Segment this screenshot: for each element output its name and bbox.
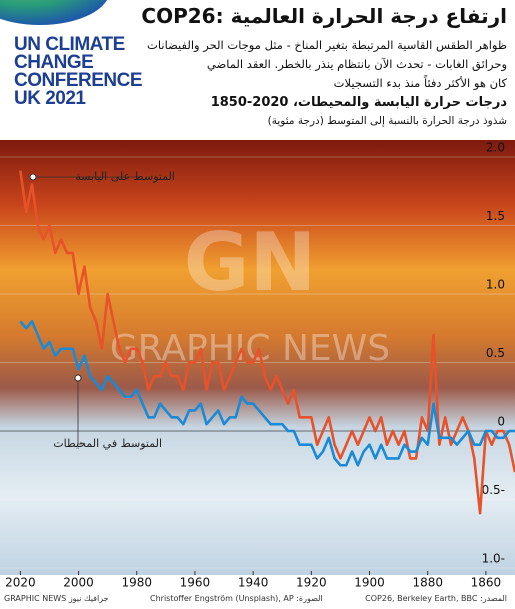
- annotation-dot: [29, 173, 37, 181]
- y-tick-label: 1.0: [486, 278, 505, 292]
- x-tick-label: 1900: [354, 576, 385, 590]
- x-tick-label: 1920: [296, 576, 327, 590]
- y-tick-label: 0.5-: [482, 483, 505, 497]
- footer-photo: الصورة: Christoffer Engström (Unsplash),…: [150, 594, 323, 603]
- x-tick-label: 1940: [238, 576, 269, 590]
- y-tick-label: 0: [497, 415, 505, 429]
- logo-line: UK 2021: [14, 88, 86, 109]
- x-tick-label: 1860: [471, 576, 502, 590]
- annotation-dot: [74, 374, 82, 382]
- logo-line: UN CLIMATE: [14, 34, 125, 55]
- logo: UN CLIMATE CHANGE CONFERENCE UK 2021: [14, 34, 143, 109]
- logo-line: CONFERENCE: [14, 70, 143, 91]
- annotation-leader: [77, 378, 82, 445]
- series-line: [19, 320, 515, 467]
- x-tick-label: 1960: [180, 576, 211, 590]
- x-tick-label: 2020: [5, 576, 36, 590]
- x-tick-label: 1980: [121, 576, 152, 590]
- x-tick-label: 2000: [63, 576, 94, 590]
- annotation-land: المتوسط على اليابسة: [75, 170, 175, 183]
- logo-line: CHANGE: [14, 52, 94, 73]
- footer-credit: GRAPHIC NEWS جرافيك نيوز: [4, 594, 109, 603]
- subtitle: وحرائق الغابات - تحدث الآن بانتظام ينذر …: [206, 57, 507, 71]
- footer-source: المصدر: COP26, Berkeley Earth, BBC: [365, 594, 507, 603]
- title: COP26: ارتفاع درجة الحرارة العالمية: [141, 4, 507, 28]
- subtitle: كان هو الأكثر دفئاً منذ بدء التسجيلات: [333, 76, 507, 90]
- footer-strip: [0, 575, 515, 609]
- y-tick-label: 1.5: [486, 209, 505, 223]
- y-tick-label: 0.5: [486, 346, 505, 360]
- subtitle: ظواهر الطقس القاسية المرتبطة بتغير المنا…: [147, 38, 507, 52]
- logo-earth: [0, 0, 108, 25]
- annotation-ocean: المتوسط في المحيطات: [53, 437, 162, 450]
- y-tick-label: 2.0: [486, 141, 505, 155]
- plot: 2.0 1.5 1.0 0.5 0 0.5- 1.0-: [0, 141, 515, 569]
- series-line: [19, 170, 515, 515]
- x-tick-label: 1880: [412, 576, 443, 590]
- y-tick-label: 1.0-: [482, 552, 505, 566]
- chart-title: درجات حرارة اليابسة والمحيطات، 2020-1850: [210, 95, 507, 110]
- y-axis-label: شذوذ درجة الحرارة بالنسبة إلى المتوسط (د…: [267, 115, 507, 127]
- watermark-logo: GN: [184, 216, 317, 309]
